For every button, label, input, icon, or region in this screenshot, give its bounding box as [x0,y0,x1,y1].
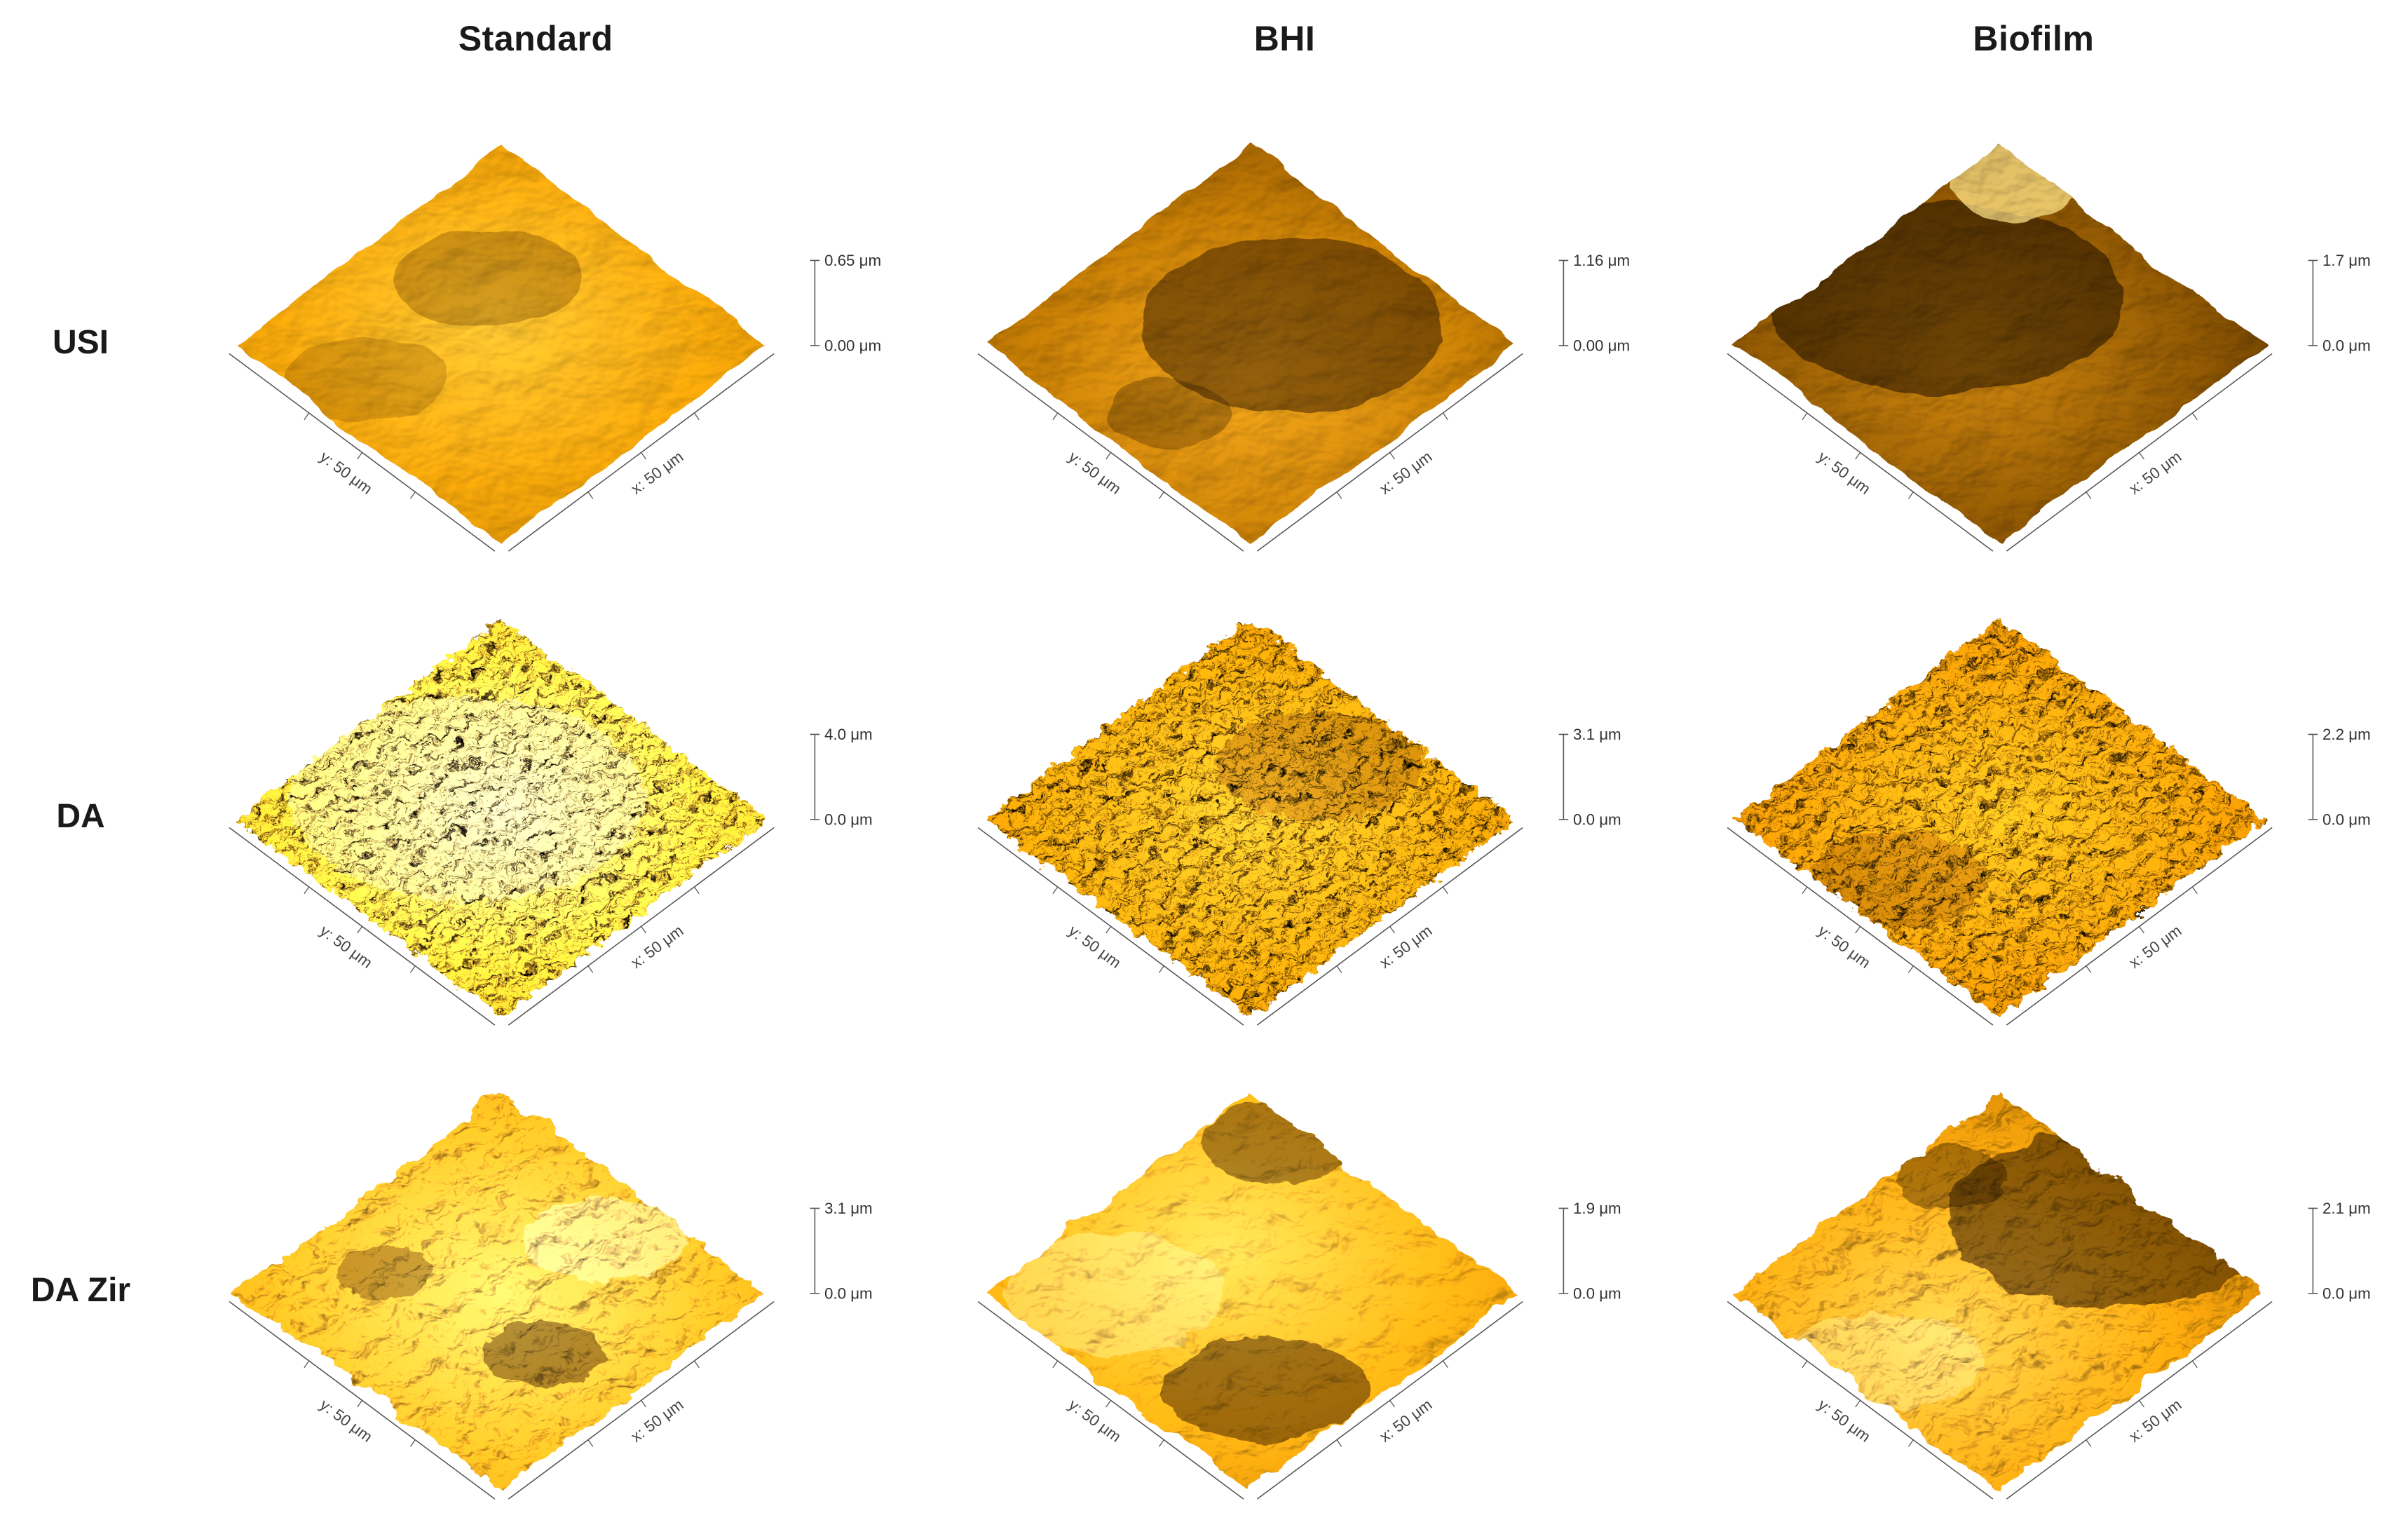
axis-lines [1727,827,2273,1026]
column-header-biofilm: Biofilm [1973,19,2095,58]
z-max-label: 1.16 μm [1573,252,1630,269]
z-scale-bar: 3.1 μm 0.0 μm [1558,726,1621,829]
afm-3d-surface: 0.65 μm 0.00 μm y: 50 μm x: 50 μm [229,144,881,552]
afm-3d-surface: 1.16 μm 0.00 μm y: 50 μm x: 50 μm [977,144,1630,552]
afm-panel-dazir-biofilm: 2.1 μm 0.0 μm y: 50 μm x: 50 μm [1659,1053,2408,1527]
surface-render [236,1092,768,1491]
afm-panel-da-bhi: 3.1 μm 0.0 μm y: 50 μm x: 50 μm [910,579,1659,1053]
afm-3d-surface: 4.0 μm 0.0 μm y: 50 μm x: 50 μm [229,618,873,1026]
z-min-label: 0.00 μm [1573,337,1630,355]
x-axis-label: x: 50 μm [627,1396,686,1446]
afm-panel-dazir-bhi: 1.9 μm 0.0 μm y: 50 μm x: 50 μm [910,1053,1659,1527]
y-axis-label: y: 50 μm [1066,448,1124,498]
z-max-label: 2.2 μm [2322,726,2371,743]
afm-panel-da-biofilm: 2.2 μm 0.0 μm y: 50 μm x: 50 μm [1659,579,2408,1053]
afm-panel-usi-bhi: 1.16 μm 0.00 μm y: 50 μm x: 50 μm [910,105,1659,579]
z-min-label: 0.0 μm [1573,811,1621,829]
surface-render [985,1092,1516,1491]
afm-3d-surface: 3.1 μm 0.0 μm y: 50 μm x: 50 μm [229,1092,873,1500]
afm-3d-surface: 1.9 μm 0.0 μm y: 50 μm x: 50 μm [977,1092,1621,1500]
x-axis-label: x: 50 μm [2125,1396,2184,1446]
afm-3d-surface: 2.1 μm 0.0 μm y: 50 μm x: 50 μm [1727,1092,2371,1500]
x-axis-label: x: 50 μm [1377,448,1436,498]
z-max-label: 2.1 μm [2322,1200,2371,1217]
corner-spacer [0,0,161,105]
afm-panel-usi-standard: 0.65 μm 0.00 μm y: 50 μm x: 50 μm [161,105,910,579]
z-max-label: 4.0 μm [824,726,873,743]
y-axis-label: y: 50 μm [1814,1396,1873,1446]
x-axis-label: x: 50 μm [2125,922,2184,972]
row-label-da-zir: DA Zir [30,1271,131,1309]
axis-lines [229,1301,775,1500]
z-scale-bar: 1.16 μm 0.00 μm [1558,252,1630,355]
y-axis-label: y: 50 μm [317,1396,376,1446]
x-axis-label: x: 50 μm [1377,1396,1436,1446]
axis-lines [977,353,1523,552]
row-label-usi: USI [52,323,109,361]
y-axis-label: y: 50 μm [1814,922,1873,972]
y-axis-label: y: 50 μm [317,448,376,498]
x-axis-label: x: 50 μm [2125,448,2184,498]
z-max-label: 3.1 μm [1573,726,1621,743]
y-axis-label: y: 50 μm [317,922,376,972]
axis-lines [229,827,775,1026]
afm-3d-surface: 3.1 μm 0.0 μm y: 50 μm x: 50 μm [977,618,1621,1026]
z-min-label: 0.0 μm [1573,1285,1621,1303]
z-scale-bar: 2.1 μm 0.0 μm [2308,1200,2371,1303]
z-max-label: 0.65 μm [824,252,881,269]
x-axis-label: x: 50 μm [1377,922,1436,972]
z-scale-bar: 0.65 μm 0.00 μm [810,252,881,355]
y-axis-label: y: 50 μm [1066,1396,1124,1446]
z-min-label: 0.0 μm [2322,1285,2371,1303]
afm-panel-usi-biofilm: 1.7 μm 0.0 μm y: 50 μm x: 50 μm [1659,105,2408,579]
axis-lines [977,1301,1523,1500]
axis-lines [229,353,775,552]
surface-render [236,144,768,543]
surface-render [985,144,1516,543]
z-max-label: 1.7 μm [2322,252,2371,269]
surface-render [236,618,768,1017]
afm-panel-da-standard: 4.0 μm 0.0 μm y: 50 μm x: 50 μm [161,579,910,1053]
surface-render [1734,144,2266,543]
row-label-da: DA [56,797,105,835]
x-axis-label: x: 50 μm [627,922,686,972]
axis-lines [1727,1301,2273,1500]
z-scale-bar: 2.2 μm 0.0 μm [2308,726,2371,829]
y-axis-label: y: 50 μm [1066,922,1124,972]
z-min-label: 0.0 μm [824,1285,873,1303]
z-scale-bar: 3.1 μm 0.0 μm [810,1200,873,1303]
axis-lines [1727,353,2273,552]
surface-render [1734,1092,2266,1491]
afm-3d-surface: 1.7 μm 0.0 μm y: 50 μm x: 50 μm [1727,144,2371,552]
surface-render [985,618,1516,1017]
afm-panel-dazir-standard: 3.1 μm 0.0 μm y: 50 μm x: 50 μm [161,1053,910,1527]
column-header-standard: Standard [458,19,613,58]
column-header-bhi: BHI [1253,19,1316,58]
z-max-label: 3.1 μm [824,1200,873,1217]
x-axis-label: x: 50 μm [627,448,686,498]
z-scale-bar: 4.0 μm 0.0 μm [810,726,873,829]
z-min-label: 0.0 μm [2322,337,2371,355]
y-axis-label: y: 50 μm [1814,448,1873,498]
z-min-label: 0.0 μm [824,811,873,829]
axis-lines [977,827,1523,1026]
afm-3d-surface: 2.2 μm 0.0 μm y: 50 μm x: 50 μm [1727,618,2371,1026]
z-max-label: 1.9 μm [1573,1200,1621,1217]
surface-render [1734,618,2266,1017]
z-scale-bar: 1.7 μm 0.0 μm [2308,252,2371,355]
z-min-label: 0.0 μm [2322,811,2371,829]
z-min-label: 0.00 μm [824,337,881,355]
z-scale-bar: 1.9 μm 0.0 μm [1558,1200,1621,1303]
